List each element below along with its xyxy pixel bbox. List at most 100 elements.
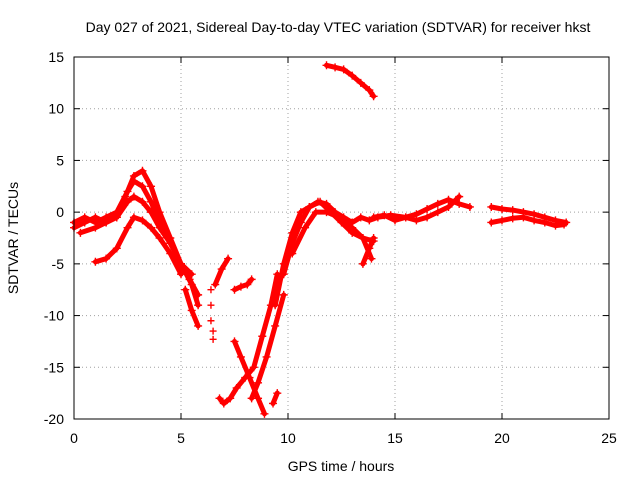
- data-series-arc-4: [91, 213, 185, 279]
- data-point: [365, 86, 374, 95]
- data-point: [102, 254, 111, 263]
- data-point: [166, 249, 175, 258]
- data-point: [138, 216, 147, 225]
- data-series-arc-15: [358, 234, 378, 268]
- data-point: [76, 228, 85, 237]
- data-point: [209, 335, 217, 343]
- data-point: [305, 202, 314, 211]
- data-point: [102, 218, 111, 227]
- data-point: [123, 197, 132, 206]
- data-point: [147, 208, 156, 217]
- data-point: [236, 352, 245, 361]
- x-axis-title: GPS time / hours: [288, 458, 395, 474]
- data-point: [296, 208, 305, 217]
- data-point: [187, 306, 196, 315]
- data-point: [391, 216, 399, 225]
- data-point: [129, 213, 138, 222]
- x-tick-label: 10: [280, 430, 296, 446]
- data-point: [129, 177, 138, 186]
- data-series-arc-18: [487, 213, 569, 230]
- data-series-arc-3: [76, 192, 203, 310]
- data-point: [112, 213, 121, 222]
- data-point: [301, 223, 310, 232]
- data-series-arc-19: [322, 61, 378, 101]
- data-point: [322, 208, 331, 217]
- data-point: [245, 373, 254, 382]
- data-point: [348, 71, 357, 80]
- data-series-arc-11: [269, 389, 282, 408]
- data-point: [269, 399, 278, 408]
- data-point: [147, 182, 156, 191]
- data-point: [217, 265, 226, 274]
- data-point: [226, 394, 235, 403]
- y-tick-label: 15: [48, 49, 64, 65]
- data-series-arc-6: [211, 254, 233, 289]
- data-point: [177, 270, 185, 279]
- y-tick-label: -5: [52, 256, 65, 272]
- y-tick-label: -15: [44, 359, 64, 375]
- data-point: [551, 221, 560, 230]
- data-point: [358, 259, 367, 268]
- plot-frame: [73, 56, 610, 420]
- data-point: [508, 206, 517, 215]
- data-layer: [70, 61, 571, 418]
- x-tick-label: 20: [494, 430, 510, 446]
- data-point: [433, 208, 442, 217]
- data-point: [401, 213, 410, 222]
- data-point: [498, 216, 506, 225]
- data-point: [369, 92, 378, 101]
- data-point: [365, 244, 374, 253]
- data-point: [335, 213, 344, 222]
- data-point: [219, 399, 228, 408]
- data-point: [433, 199, 442, 208]
- data-point: [279, 270, 288, 279]
- data-point: [316, 197, 325, 206]
- data-point: [207, 317, 215, 325]
- data-point: [271, 321, 280, 330]
- data-point: [540, 218, 549, 227]
- data-point: [123, 187, 132, 196]
- data-point: [80, 213, 89, 222]
- data-point: [187, 280, 196, 289]
- x-tick-label: 0: [70, 430, 78, 446]
- data-point: [519, 213, 528, 222]
- data-point: [279, 290, 288, 299]
- data-point: [209, 327, 217, 335]
- y-tick-label: 0: [56, 204, 64, 220]
- x-tick-label: 25: [601, 430, 617, 446]
- data-point: [112, 244, 121, 253]
- data-point: [369, 234, 378, 242]
- data-point: [260, 409, 269, 418]
- data-point: [155, 234, 164, 242]
- data-point: [356, 213, 365, 222]
- data-point: [508, 214, 517, 223]
- data-point: [288, 249, 297, 258]
- data-series-arc-12: [271, 192, 464, 310]
- data-point: [254, 378, 263, 387]
- data-point: [194, 301, 203, 310]
- axis-ticks: 0 5 10 15 20 25 -20 -15 -10 -5 0 5 10 15: [44, 49, 617, 446]
- data-point: [380, 211, 389, 220]
- data-point: [207, 286, 215, 294]
- isolated-points: [207, 286, 217, 343]
- data-point: [181, 285, 190, 294]
- data-point: [296, 218, 305, 227]
- data-point: [207, 301, 215, 309]
- data-point: [487, 202, 496, 211]
- y-tick-label: 5: [56, 152, 64, 168]
- data-point: [230, 285, 239, 294]
- x-tick-label: 5: [177, 430, 185, 446]
- data-point: [273, 389, 282, 398]
- data-point: [412, 210, 421, 219]
- data-point: [331, 63, 340, 72]
- data-series-arc-8: [230, 337, 269, 418]
- y-tick-label: 10: [48, 101, 64, 117]
- data-point: [487, 218, 496, 227]
- data-point: [247, 394, 256, 403]
- data-point: [194, 321, 203, 330]
- data-point: [262, 352, 271, 361]
- series-trace: [232, 276, 255, 293]
- data-point: [215, 394, 224, 403]
- data-point: [367, 254, 376, 263]
